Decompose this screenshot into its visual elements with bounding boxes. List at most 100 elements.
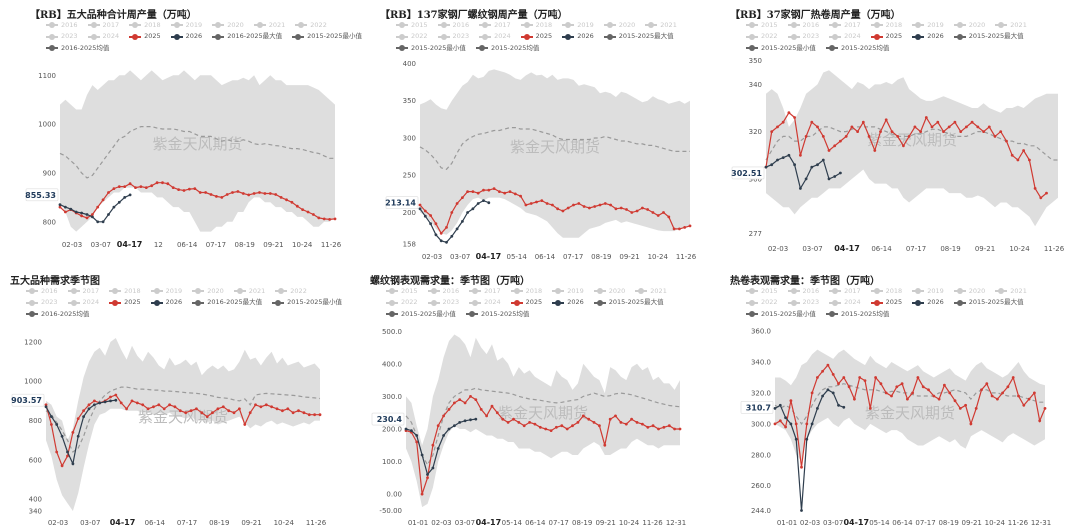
legend-item[interactable]: 2016-2025最大值 (192, 297, 262, 308)
legend-item[interactable]: 2018 (510, 286, 542, 297)
legend-swatch (870, 288, 883, 294)
legend-item[interactable]: 2016 (46, 20, 78, 31)
legend-label: 2025 (144, 32, 161, 40)
legend-item[interactable]: 2023 (26, 297, 58, 308)
legend-item[interactable]: 2024 (829, 297, 861, 308)
legend-item[interactable]: 2023 (787, 297, 819, 308)
legend-item[interactable]: 2015-2025均值 (475, 43, 539, 54)
legend-item[interactable]: 2015-2025最小值 (396, 43, 466, 54)
legend-item[interactable]: 2015-2025最大值 (953, 31, 1024, 42)
legend-item[interactable]: 2015-2025均值 (825, 43, 889, 54)
legend-item[interactable]: 2026 (170, 31, 202, 42)
legend-item[interactable]: 2016 (787, 20, 819, 31)
legend-item[interactable]: 2022 (295, 20, 327, 31)
legend-item[interactable]: 2021 (253, 20, 285, 31)
x-tick-label: 08-19 (940, 245, 960, 253)
legend-item[interactable]: 2015-2025最小值 (292, 31, 362, 42)
legend-item[interactable]: 2015 (386, 286, 418, 297)
legend-item[interactable]: 2018 (129, 20, 161, 31)
legend-item[interactable]: 2017 (67, 286, 99, 297)
legend-item[interactable]: 2015 (746, 286, 778, 297)
legend-item[interactable]: 2015-2025均值 (465, 309, 529, 320)
legend-item[interactable]: 2015-2025均值 (825, 309, 889, 320)
legend-item[interactable]: 2016 (427, 286, 459, 297)
legend-item[interactable]: 2026 (150, 297, 182, 308)
legend-item[interactable]: 2020 (953, 20, 985, 31)
legend-item[interactable]: 2016 (437, 20, 469, 31)
legend-item[interactable]: 2023 (46, 31, 78, 42)
legend-item[interactable]: 2019 (552, 286, 584, 297)
legend-item[interactable]: 2015-2025最大值 (953, 297, 1024, 308)
legend-item[interactable]: 2017 (87, 20, 119, 31)
legend-item[interactable]: 2015-2025最小值 (386, 309, 456, 320)
legend-item[interactable]: 2022 (275, 286, 307, 297)
legend-item[interactable]: 2023 (427, 297, 459, 308)
legend-item[interactable]: 2026 (562, 31, 594, 42)
legend-item[interactable]: 2015 (746, 20, 778, 31)
legend-item[interactable]: 2025 (109, 297, 141, 308)
legend-item[interactable]: 2017 (829, 20, 861, 31)
legend-item[interactable]: 2021 (645, 20, 677, 31)
legend-item[interactable]: 2019 (150, 286, 182, 297)
legend-item[interactable]: 2018 (870, 286, 902, 297)
legend-item[interactable]: 2018 (520, 20, 552, 31)
legend-item[interactable]: 2017 (469, 286, 501, 297)
legend-item[interactable]: 2018 (870, 20, 902, 31)
legend-item[interactable]: 2025 (129, 31, 161, 42)
legend-item[interactable]: 2016-2025均值 (46, 43, 109, 54)
legend-item[interactable]: 2020 (192, 286, 224, 297)
legend-item[interactable]: 2024 (67, 297, 99, 308)
legend-item[interactable]: 2025 (510, 297, 542, 308)
series-point-2026 (410, 429, 413, 432)
legend-item[interactable]: 2019 (170, 20, 202, 31)
legend-item[interactable]: 2015-2025最小值 (746, 43, 816, 54)
legend-item[interactable]: 2022 (746, 31, 778, 42)
legend-item[interactable]: 2023 (437, 31, 469, 42)
legend-label: 2022 (761, 32, 778, 40)
legend-item[interactable]: 2024 (469, 297, 501, 308)
legend-item[interactable]: 2022 (396, 31, 428, 42)
legend-item[interactable]: 2019 (562, 20, 594, 31)
x-tick-label: 07-17 (915, 519, 935, 527)
legend-item[interactable]: 2024 (87, 31, 119, 42)
legend-item[interactable]: 2023 (787, 31, 819, 42)
legend-label: 2024 (844, 298, 861, 306)
legend-item[interactable]: 2025 (870, 31, 902, 42)
legend-item[interactable]: 2017 (479, 20, 511, 31)
legend-item[interactable]: 2019 (912, 286, 944, 297)
series-point-2025 (125, 407, 128, 411)
legend-item[interactable]: 2016-2025均值 (26, 309, 89, 320)
legend-item[interactable]: 2021 (995, 20, 1027, 31)
legend-item[interactable]: 2021 (995, 286, 1027, 297)
legend-item[interactable]: 2020 (603, 20, 635, 31)
legend-item[interactable]: 2015 (396, 20, 428, 31)
legend-item[interactable]: 2021 (233, 286, 265, 297)
legend-item[interactable]: 2015-2025最大值 (593, 297, 664, 308)
legend-item[interactable]: 2015-2025最小值 (272, 297, 342, 308)
legend-item[interactable]: 2024 (479, 31, 511, 42)
legend-item[interactable]: 2017 (829, 286, 861, 297)
legend-item[interactable]: 2015-2025最大值 (603, 31, 674, 42)
legend-item[interactable]: 2020 (593, 286, 625, 297)
legend-item[interactable]: 2020 (953, 286, 985, 297)
legend-item[interactable]: 2019 (912, 20, 944, 31)
legend-item[interactable]: 2016 (787, 286, 819, 297)
series-point-2025 (247, 193, 251, 197)
legend-item[interactable]: 2015-2025最小值 (746, 309, 816, 320)
series-point-2025 (799, 153, 802, 157)
legend-item[interactable]: 2025 (870, 297, 902, 308)
legend-item[interactable]: 2022 (746, 297, 778, 308)
legend-item[interactable]: 2022 (386, 297, 418, 308)
legend-item[interactable]: 2024 (829, 31, 861, 42)
legend-item[interactable]: 2026 (912, 297, 944, 308)
legend-item[interactable]: 2021 (635, 286, 667, 297)
legend-item[interactable]: 2026 (552, 297, 584, 308)
legend-item[interactable]: 2025 (520, 31, 552, 42)
legend-item[interactable]: 2020 (212, 20, 244, 31)
series-line-2025 (59, 182, 336, 221)
legend-item[interactable]: 2018 (109, 286, 141, 297)
legend-item[interactable]: 2016-2025最大值 (212, 31, 282, 42)
series-point-2025 (258, 191, 261, 194)
legend-item[interactable]: 2016 (26, 286, 58, 297)
legend-item[interactable]: 2026 (912, 31, 944, 42)
